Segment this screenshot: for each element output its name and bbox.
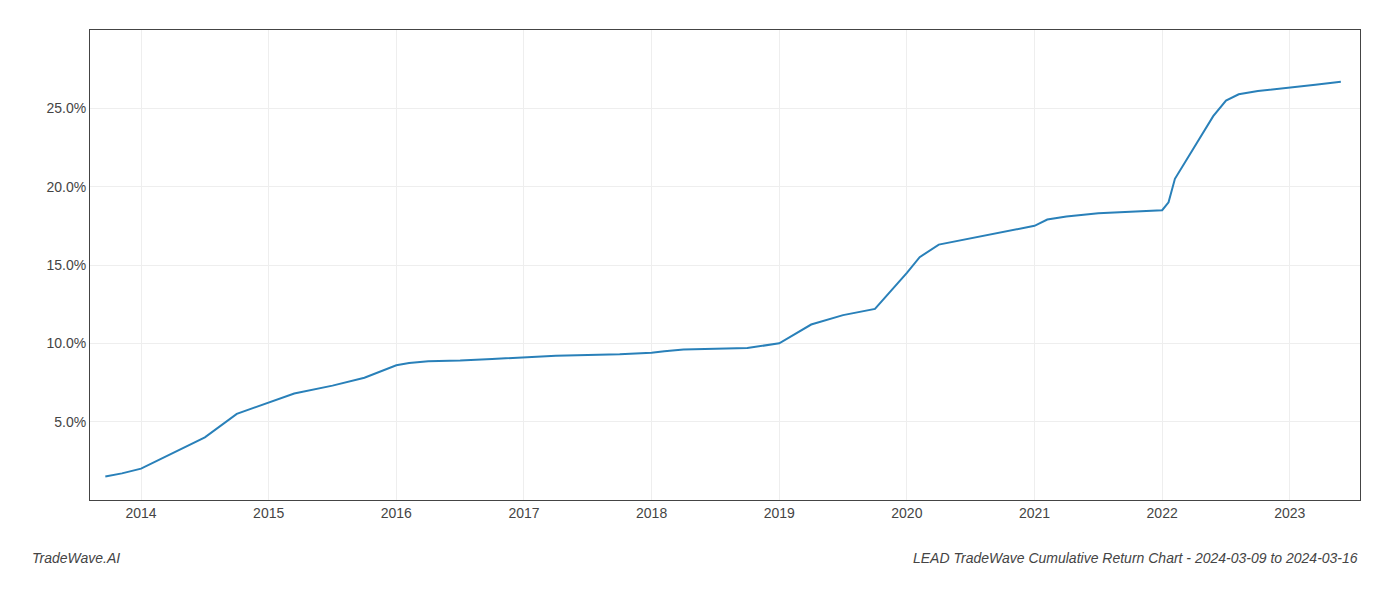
svg-text:2016: 2016 bbox=[381, 505, 412, 521]
svg-text:10.0%: 10.0% bbox=[46, 335, 86, 351]
svg-text:20.0%: 20.0% bbox=[46, 179, 86, 195]
svg-text:LEAD TradeWave Cumulative Retu: LEAD TradeWave Cumulative Return Chart -… bbox=[913, 550, 1358, 566]
svg-text:2018: 2018 bbox=[636, 505, 667, 521]
svg-text:2020: 2020 bbox=[891, 505, 922, 521]
svg-text:TradeWave.AI: TradeWave.AI bbox=[32, 550, 120, 566]
svg-text:25.0%: 25.0% bbox=[46, 100, 86, 116]
svg-text:2021: 2021 bbox=[1019, 505, 1050, 521]
svg-text:2022: 2022 bbox=[1147, 505, 1178, 521]
svg-text:5.0%: 5.0% bbox=[54, 414, 86, 430]
svg-text:2014: 2014 bbox=[125, 505, 156, 521]
svg-text:2015: 2015 bbox=[253, 505, 284, 521]
svg-text:2019: 2019 bbox=[764, 505, 795, 521]
svg-text:15.0%: 15.0% bbox=[46, 257, 86, 273]
svg-text:2017: 2017 bbox=[508, 505, 539, 521]
svg-text:2023: 2023 bbox=[1274, 505, 1305, 521]
